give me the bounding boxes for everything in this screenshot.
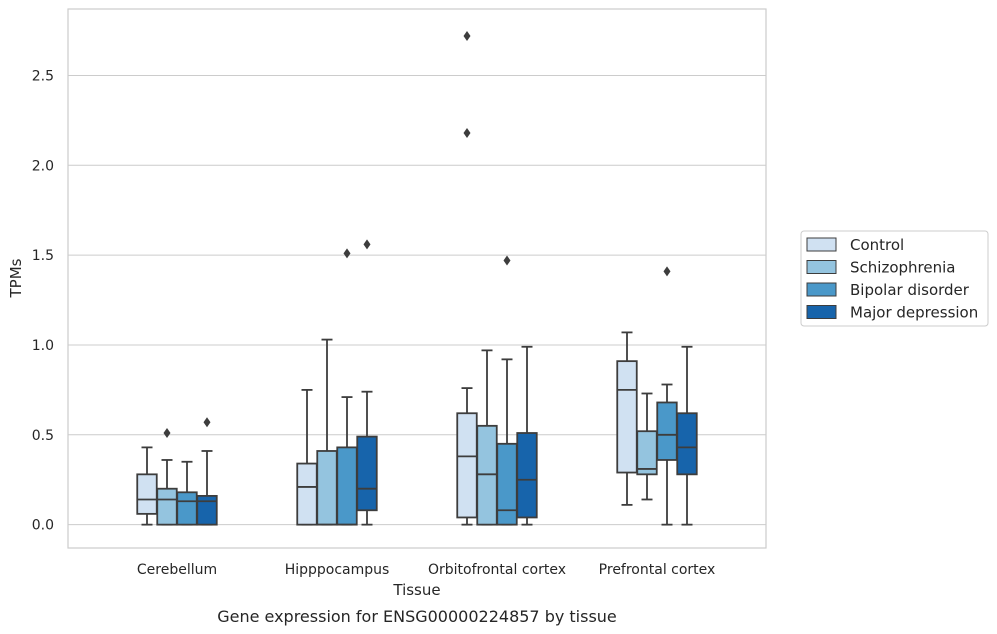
gridlines	[68, 74, 766, 526]
outlier-point	[503, 255, 511, 266]
y-tick-label: 2.5	[32, 68, 54, 84]
box-group	[296, 388, 318, 526]
box-group	[616, 331, 638, 506]
box-group	[676, 345, 698, 526]
y-tick-label: 1.5	[32, 248, 54, 264]
box-group	[136, 446, 158, 526]
box-group	[476, 349, 498, 526]
x-axis-label: Tissue	[392, 581, 440, 599]
outlier-point	[203, 417, 211, 428]
box-group	[176, 460, 198, 526]
legend-swatch	[806, 260, 837, 274]
box-group	[636, 392, 658, 501]
series-control	[136, 30, 638, 526]
chart-caption: Gene expression for ENSG00000224857 by t…	[217, 607, 617, 626]
legend-swatch	[806, 282, 837, 297]
box	[296, 462, 318, 526]
plot-frame	[67, 8, 767, 549]
x-tick-label: Orbitofrontal cortex	[428, 562, 566, 578]
box	[456, 412, 478, 519]
outlier-point	[663, 266, 671, 277]
legend-label: Control	[850, 236, 904, 254]
box-group	[356, 239, 378, 526]
legend-swatch	[806, 305, 837, 319]
y-tick-label: 0.5	[32, 428, 54, 444]
legend-label: Bipolar disorder	[850, 281, 970, 299]
box	[156, 487, 178, 526]
legend-swatch	[806, 237, 837, 252]
outlier-point	[363, 239, 371, 250]
x-tick-label: Prefrontal cortex	[599, 562, 716, 578]
box-groups	[136, 30, 698, 526]
x-tick-label: Hipppocampus	[285, 562, 390, 578]
box-group	[336, 248, 358, 526]
y-axis-label: TPMs	[7, 258, 25, 298]
box-group	[496, 255, 518, 526]
legend-items: Control Schizophrenia Bipolar disorder Majo…	[806, 236, 978, 322]
legend: Control Schizophrenia Bipolar disorder Majo…	[800, 230, 989, 327]
box	[316, 450, 338, 526]
series-schizophrenia	[156, 338, 658, 526]
legend-label: Major depression	[850, 304, 978, 322]
box-group	[656, 266, 678, 526]
box-group	[456, 30, 478, 526]
box-group	[516, 345, 538, 526]
outlier-point	[463, 127, 471, 138]
box-group	[156, 428, 178, 526]
box	[636, 430, 658, 476]
box	[676, 412, 698, 476]
x-tick-labels: Cerebellum Hipppocampus Orbitofrontal cort…	[137, 562, 715, 578]
box	[496, 442, 518, 526]
x-tick-label: Cerebellum	[137, 562, 217, 578]
box-group	[316, 338, 338, 526]
box	[656, 401, 678, 461]
box	[616, 360, 638, 474]
box	[336, 446, 358, 526]
outlier-point	[163, 428, 171, 439]
series-major-depression	[196, 239, 698, 526]
series-bipolar-disorder	[176, 248, 678, 526]
y-tick-labels: 0.0 0.5 1.0 1.5 2.0 2.5	[32, 68, 54, 533]
box-group	[196, 417, 218, 526]
box	[356, 435, 378, 512]
box	[176, 491, 198, 526]
y-tick-label: 1.0	[32, 338, 54, 354]
y-tick-label: 0.0	[32, 518, 54, 534]
box	[196, 494, 218, 526]
legend-frame	[800, 230, 989, 327]
outlier-point	[343, 248, 351, 259]
outlier-point	[463, 30, 471, 41]
legend-label: Schizophrenia	[850, 259, 955, 277]
y-tick-label: 2.0	[32, 158, 54, 174]
box	[136, 473, 158, 515]
box	[516, 432, 538, 519]
